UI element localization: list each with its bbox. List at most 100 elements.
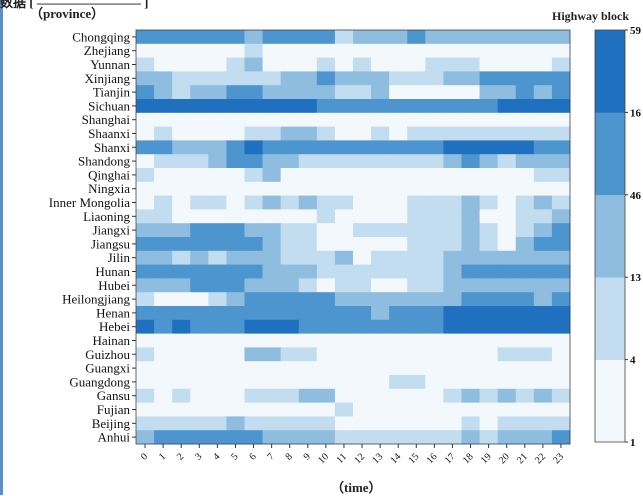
- heatmap-cell: [316, 168, 336, 183]
- heatmap-cell: [515, 402, 535, 417]
- heatmap-cell: [461, 278, 480, 293]
- heatmap-cell: [190, 223, 209, 238]
- heatmap-cell: [172, 264, 191, 279]
- heatmap-cell: [479, 85, 499, 100]
- y-tick-label: Liaoning: [83, 209, 130, 224]
- heatmap-cell: [515, 126, 535, 141]
- heatmap-cell: [334, 71, 354, 86]
- heatmap-cell: [208, 168, 227, 183]
- heatmap-cell: [371, 30, 390, 45]
- heatmap-cell: [136, 209, 155, 224]
- heatmap-cell: [154, 181, 173, 196]
- heatmap-cell: [190, 99, 209, 114]
- y-tick-label: Henan: [96, 305, 130, 320]
- heatmap-cell: [136, 223, 155, 238]
- heatmap-cell: [443, 71, 462, 86]
- heatmap-cell: [479, 347, 499, 362]
- heatmap-cell: [280, 126, 300, 141]
- heatmap-cell: [280, 57, 300, 72]
- heatmap-cell: [443, 181, 462, 196]
- y-tick-label: Ningxia: [88, 181, 130, 196]
- heatmap-cell: [443, 402, 462, 417]
- heatmap-cell: [262, 250, 282, 265]
- heatmap-cell: [208, 375, 227, 390]
- heatmap-cell: [334, 209, 354, 224]
- heatmap-cell: [172, 71, 191, 86]
- heatmap-cell: [136, 430, 155, 445]
- heatmap-cell: [443, 30, 462, 45]
- heatmap-cell: [226, 181, 245, 196]
- heatmap-cell: [407, 181, 426, 196]
- heatmap-cell: [479, 333, 499, 348]
- heatmap-cell: [407, 195, 426, 210]
- heatmap-cell: [497, 154, 517, 169]
- heatmap-cell: [425, 347, 444, 362]
- x-tick-label: 4: [211, 451, 222, 462]
- heatmap-cell: [172, 140, 191, 155]
- heatmap-cell: [172, 209, 191, 224]
- heatmap-cell: [353, 333, 372, 348]
- heatmap-cell: [479, 112, 499, 127]
- x-tick-label: 19: [479, 451, 494, 466]
- heatmap-cell: [479, 361, 499, 376]
- x-tick-label: 2: [175, 451, 186, 462]
- heatmap-cell: [353, 43, 372, 58]
- heatmap-cell: [208, 278, 227, 293]
- heatmap-cell: [551, 306, 571, 321]
- heatmap-cell: [479, 181, 499, 196]
- heatmap-cell: [389, 43, 408, 58]
- heatmap-cell: [226, 375, 245, 390]
- heatmap-cell: [298, 319, 318, 334]
- heatmap-cell: [334, 430, 354, 445]
- heatmap-cell: [190, 292, 209, 307]
- heatmap-cell: [515, 237, 535, 252]
- heatmap-cell: [154, 99, 173, 114]
- heatmap-cell: [551, 361, 571, 376]
- colorbar-segment: [595, 30, 625, 113]
- heatmap-cell: [515, 319, 535, 334]
- heatmap-cell: [515, 278, 535, 293]
- heatmap-cell: [515, 250, 535, 265]
- colorbar-tick-label: 1: [630, 437, 636, 449]
- heatmap-cell: [298, 30, 318, 45]
- y-tick-label: Qinghai: [88, 167, 130, 182]
- heatmap-cell: [551, 99, 571, 114]
- x-axis: 0 1 2 3 4 5 6 7 8 9 10 11 12 13 14 15 16 17 18 19 20 21 22 23: [139, 444, 566, 466]
- heatmap-cell: [226, 388, 245, 403]
- heatmap-cell: [190, 306, 209, 321]
- colorbar-tick-label: 4: [630, 355, 636, 367]
- heatmap-cell: [497, 30, 517, 45]
- heatmap-cell: [334, 112, 354, 127]
- heatmap-cell: [371, 71, 390, 86]
- heatmap-cell: [244, 71, 263, 86]
- heatmap-cell: [262, 71, 282, 86]
- heatmap-cell: [353, 57, 372, 72]
- heatmap-cell: [371, 99, 390, 114]
- heatmap-cell: [443, 306, 462, 321]
- heatmap-cell: [461, 85, 480, 100]
- heatmap-cell: [533, 30, 553, 45]
- heatmap-cell: [172, 112, 191, 127]
- heatmap-cell: [461, 30, 480, 45]
- y-axis-label: （province）: [30, 6, 105, 21]
- heatmap-cell: [425, 71, 444, 86]
- heatmap-cell: [407, 237, 426, 252]
- heatmap-cell: [353, 154, 372, 169]
- heatmap-cell: [407, 126, 426, 141]
- heatmap-cell: [280, 306, 300, 321]
- heatmap-cell: [316, 223, 336, 238]
- heatmap-cell: [371, 126, 390, 141]
- heatmap-cell: [389, 402, 408, 417]
- heatmap-cell: [244, 209, 263, 224]
- heatmap-cell: [280, 347, 300, 362]
- heatmap-cell: [154, 223, 173, 238]
- heatmap-cell: [244, 57, 263, 72]
- heatmap-cell: [208, 319, 227, 334]
- heatmap-cell: [353, 112, 372, 127]
- heatmap-cell: [407, 57, 426, 72]
- x-tick-label: 12: [352, 451, 367, 466]
- heatmap-cell: [244, 126, 263, 141]
- heatmap-cell: [479, 430, 499, 445]
- heatmap-cell: [262, 30, 282, 45]
- heatmap-cell: [407, 264, 426, 279]
